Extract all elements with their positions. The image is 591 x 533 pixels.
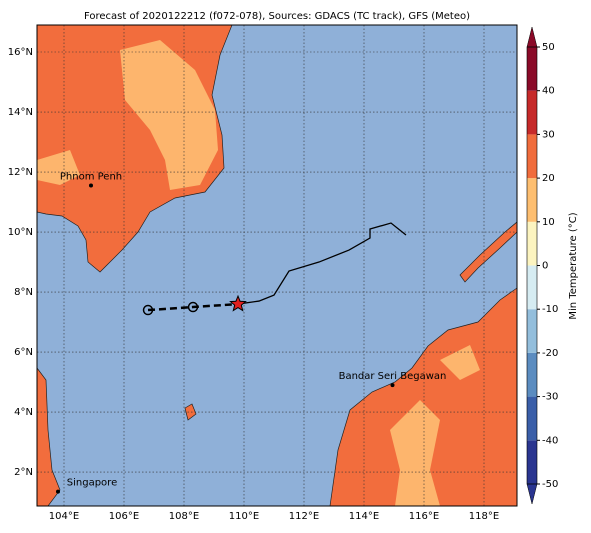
colorbar-band — [527, 47, 537, 91]
colorbar-band — [527, 265, 537, 310]
lon-tick-label: 116°E — [409, 511, 439, 522]
colorbar-tick-label: 10 — [542, 217, 555, 228]
lon-tick-label: 118°E — [469, 511, 499, 522]
palawan — [459, 221, 517, 283]
borneo — [329, 287, 517, 506]
forecast-point — [187, 301, 199, 313]
colorbar-tick-label: -20 — [542, 348, 558, 359]
lon-tick-label: 112°E — [289, 511, 319, 522]
lat-tick-label: 12°N — [8, 167, 33, 178]
map-area — [37, 25, 517, 506]
island — [184, 403, 197, 421]
lat-tick-label: 10°N — [8, 227, 33, 238]
colorbar-tick-label: -30 — [542, 392, 558, 403]
lon-tick-label: 108°E — [169, 511, 199, 522]
colorbar-tick-label: 20 — [542, 173, 555, 184]
city-marker — [89, 183, 93, 188]
lon-tick-label: 114°E — [349, 511, 379, 522]
colorbar-band — [527, 352, 537, 397]
city-label: Phnom Penh — [60, 172, 122, 183]
storm-position — [229, 294, 247, 312]
lon-tick-label: 106°E — [109, 511, 139, 522]
warm-zone — [120, 40, 218, 190]
colorbar-tick-label: 50 — [542, 42, 555, 53]
lat-tick-label: 16°N — [8, 47, 33, 58]
colorbar-tick-label: 0 — [542, 261, 548, 272]
colorbar-tick-label: -40 — [542, 435, 558, 446]
warm-zone — [440, 345, 480, 380]
lon-tick-label: 110°E — [229, 511, 259, 522]
colorbar-tick-label: 40 — [542, 86, 555, 97]
city-label: Singapore — [67, 478, 117, 489]
colorbar-band — [527, 134, 537, 179]
colorbar-label: Min Temperature (°C) — [568, 212, 579, 319]
forecast-track — [147, 302, 239, 312]
lat-tick-label: 8°N — [14, 287, 33, 298]
city-marker — [56, 489, 60, 494]
colorbar-tick-label: -50 — [542, 479, 558, 490]
past-track — [237, 222, 407, 305]
colorbar-band — [527, 178, 537, 222]
lat-tick-label: 6°N — [14, 347, 33, 358]
colorbar-tick-label: -10 — [542, 304, 558, 315]
city-marker — [390, 383, 395, 388]
colorbar-top-arrow — [526, 26, 538, 48]
malay-peninsula — [37, 367, 61, 506]
warm-zone — [37, 150, 80, 185]
title: Forecast of 2020122212 (f072-078), Sourc… — [84, 11, 470, 22]
colorbar-tick-label: 30 — [542, 129, 555, 140]
colorbar-band — [527, 396, 537, 441]
lat-tick-label: 2°N — [14, 467, 33, 478]
colorbar-band — [527, 440, 537, 484]
colorbar-band — [527, 309, 537, 353]
colorbar-bottom-arrow — [526, 483, 538, 505]
city-label: Bandar Seri Begawan — [339, 371, 447, 382]
colorbar-band — [527, 90, 537, 135]
lat-tick-label: 4°N — [14, 407, 33, 418]
map-frame — [36, 24, 518, 507]
forecast-point — [142, 304, 154, 316]
lat-tick-label: 14°N — [8, 107, 33, 118]
lon-tick-label: 104°E — [49, 511, 79, 522]
colorbar-band — [527, 221, 537, 266]
warm-zone — [390, 400, 440, 506]
